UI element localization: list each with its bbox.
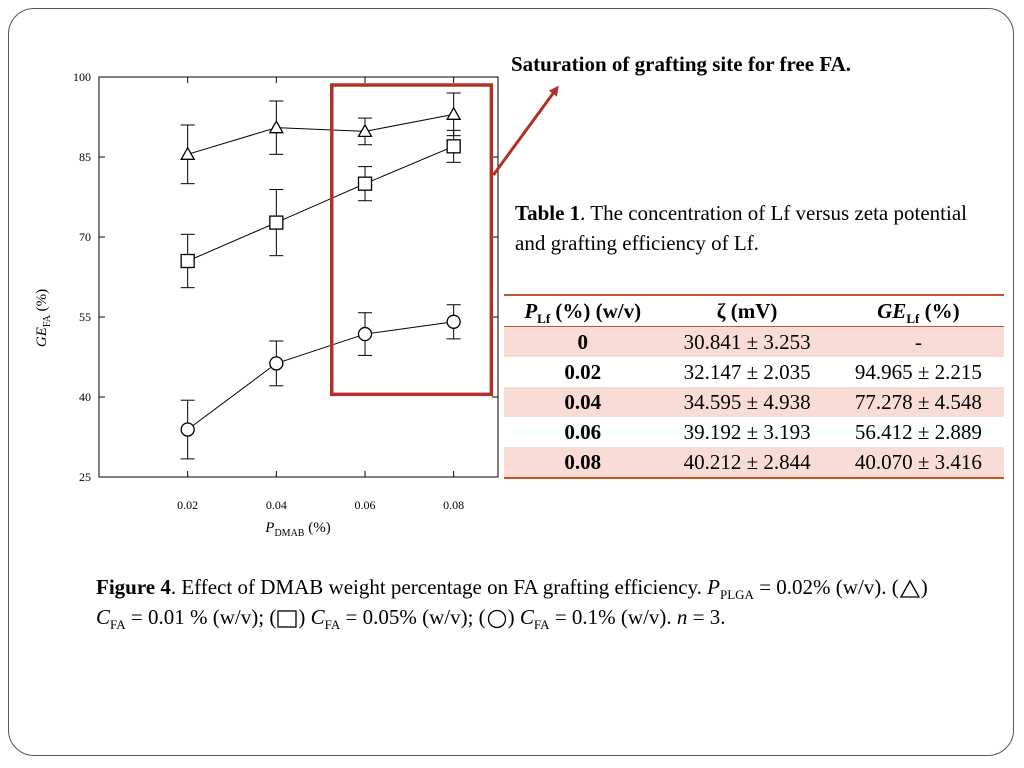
x-tick-label: 0.04 — [266, 498, 287, 512]
series-line — [187, 321, 454, 430]
series-line — [187, 113, 454, 155]
plot-frame — [98, 76, 499, 478]
y-tick-label: 40 — [79, 390, 91, 404]
table-row: 0.02 32.147 ± 2.035 94.965 ± 2.215 — [504, 357, 1004, 387]
series-triangle — [180, 92, 462, 185]
table-row: 0 30.841 ± 3.253 - — [504, 326, 1004, 357]
table-row: 0.06 39.192 ± 3.193 56.412 ± 2.889 — [504, 417, 1004, 447]
data-point — [357, 176, 373, 191]
cell-p: 0.06 — [564, 420, 602, 444]
x-tick-label: 0.06 — [355, 498, 376, 512]
x-tick-label: 0.02 — [177, 498, 198, 512]
figure-caption: Figure 4. Effect of DMAB weight percenta… — [96, 575, 928, 633]
data-point — [268, 119, 284, 134]
figure-caption-label: Figure 4 — [96, 575, 171, 599]
series-line — [187, 145, 454, 262]
data-point — [357, 326, 373, 342]
y-tick-label: 55 — [79, 310, 91, 324]
x-tick-label: 0.08 — [443, 498, 464, 512]
header-ge-lf: GELf (%) — [832, 295, 1004, 327]
circle-symbol-icon — [487, 610, 506, 629]
saturation-callout: Saturation of grafting site for free FA. — [511, 52, 852, 76]
highlight-box — [330, 83, 494, 397]
series-circle — [180, 304, 461, 460]
triangle-symbol-icon — [899, 579, 920, 598]
square-symbol-icon — [277, 610, 297, 628]
y-axis-label: GEFA (%) — [34, 289, 53, 347]
zeta-potential-table: PLf (%) (w/v) ζ (mV) GELf (%) 0 30.841 ±… — [504, 294, 1004, 479]
cell-zeta: 40.212 ± 2.844 — [661, 447, 833, 478]
table-caption: Table 1. The concentration of Lf versus … — [515, 198, 995, 258]
header-p-lf: PLf (%) (w/v) — [504, 295, 662, 327]
cell-p: 0 — [504, 326, 662, 357]
y-tick-label: 25 — [79, 470, 91, 484]
data-point — [269, 215, 284, 230]
series-square — [180, 129, 461, 289]
cell-ge: 56.412 ± 2.889 — [854, 420, 982, 444]
data-point — [446, 314, 461, 329]
table-caption-text: . The concentration of Lf versus zeta po… — [515, 201, 967, 255]
data-point — [357, 123, 373, 138]
data-point — [180, 146, 196, 160]
slide-frame — [8, 8, 1014, 756]
y-tick-label: 85 — [79, 150, 91, 164]
cell-zeta: 34.595 ± 4.938 — [661, 387, 833, 417]
table-row: 0.04 34.595 ± 4.938 77.278 ± 4.548 — [504, 387, 1004, 417]
cell-p: 0.08 — [504, 447, 662, 478]
header-zeta: ζ (mV) — [661, 295, 833, 327]
callout-arrow — [492, 85, 559, 176]
data-point — [446, 106, 462, 120]
cell-zeta: 32.147 ± 2.035 — [683, 360, 811, 384]
cell-zeta: 39.192 ± 3.193 — [683, 420, 811, 444]
cell-p: 0.04 — [504, 387, 662, 417]
cell-ge: 94.965 ± 2.215 — [854, 360, 982, 384]
y-tick-label: 100 — [73, 70, 91, 84]
data-point — [446, 139, 461, 154]
table-row: 0.08 40.212 ± 2.844 40.070 ± 3.416 — [504, 447, 1004, 478]
data-point — [180, 253, 195, 269]
table-caption-label: Table 1 — [515, 201, 581, 225]
y-tick-label: 70 — [79, 230, 91, 244]
cell-ge: 40.070 ± 3.416 — [832, 447, 1004, 478]
table-header-row: PLf (%) (w/v) ζ (mV) GELf (%) — [504, 295, 1004, 327]
data-point — [180, 422, 195, 437]
cell-ge: - — [832, 326, 1004, 357]
cell-p: 0.02 — [564, 360, 602, 384]
x-axis-label: PDMAB (%) — [264, 520, 330, 539]
data-point — [269, 356, 284, 371]
cell-ge: 77.278 ± 4.548 — [832, 387, 1004, 417]
cell-zeta: 30.841 ± 3.253 — [661, 326, 833, 357]
